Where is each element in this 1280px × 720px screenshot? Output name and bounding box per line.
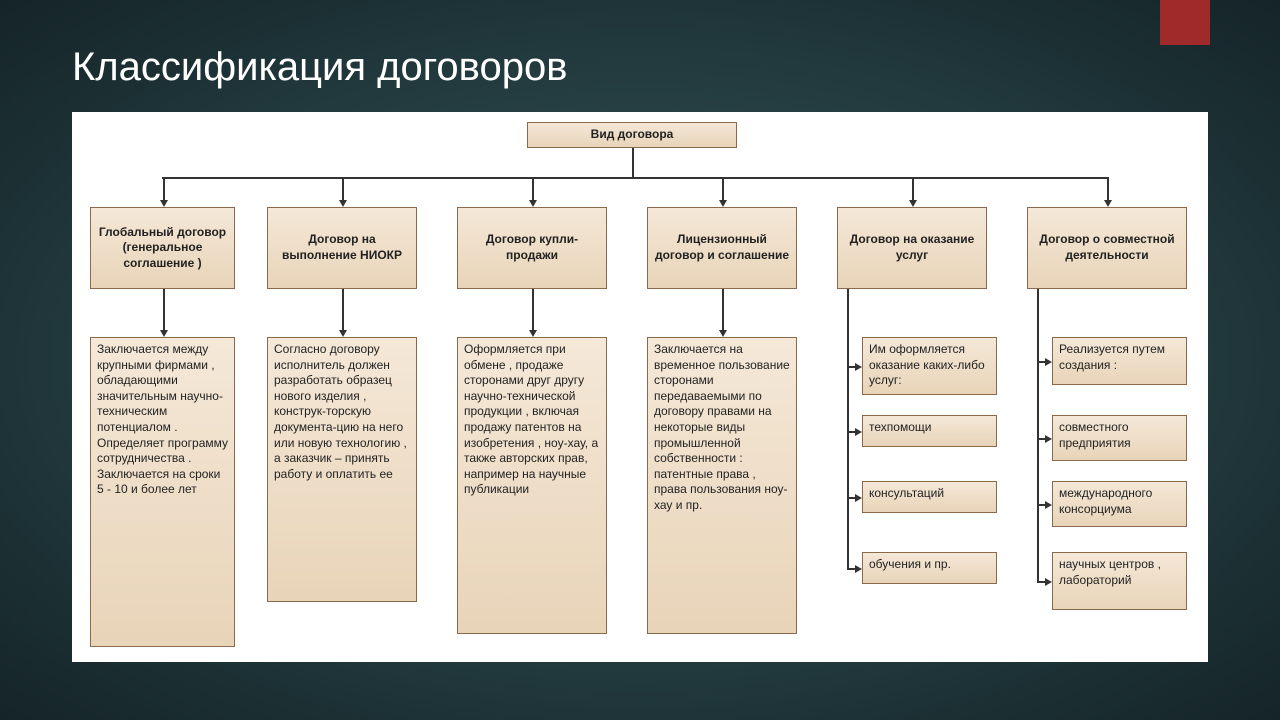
category-box: Договор на оказание услуг (837, 207, 987, 289)
sub-item-box: консультаций (862, 481, 997, 513)
category-label: Договор на выполнение НИОКР (274, 232, 410, 263)
description-box: Оформляется при обмене , продаже сторона… (457, 337, 607, 634)
category-label: Глобальный договор (генеральное соглашен… (97, 225, 228, 272)
category-box: Глобальный договор (генеральное соглашен… (90, 207, 235, 289)
category-label: Договор о совместной деятельности (1034, 232, 1180, 263)
description-box: Заключается между крупными фирмами , обл… (90, 337, 235, 647)
sub-item-box: совместного предприятия (1052, 415, 1187, 461)
category-box: Договор купли-продажи (457, 207, 607, 289)
bookmark-tag (1160, 0, 1210, 45)
slide: Классификация договоров Вид договора Гло… (0, 0, 1280, 720)
category-box: Договор на выполнение НИОКР (267, 207, 417, 289)
category-label: Договор на оказание услуг (844, 232, 980, 263)
root-label: Вид договора (591, 127, 674, 143)
sub-item-box: международного консорциума (1052, 481, 1187, 527)
sub-item-box: Им оформляется оказание каких-либо услуг… (862, 337, 997, 395)
sub-item-box: научных центров , лабораторий (1052, 552, 1187, 610)
category-label: Договор купли-продажи (464, 232, 600, 263)
description-box: Заключается на временное пользование сто… (647, 337, 797, 634)
category-box: Лицензионный договор и соглашение (647, 207, 797, 289)
sub-item-box: обучения и пр. (862, 552, 997, 584)
slide-title: Классификация договоров (72, 45, 567, 90)
category-box: Договор о совместной деятельности (1027, 207, 1187, 289)
sub-item-box: Реализуется путем создания : (1052, 337, 1187, 385)
description-box: Согласно договору исполнитель должен раз… (267, 337, 417, 602)
diagram-area: Вид договора Глобальный договор (генерал… (72, 112, 1208, 662)
sub-item-box: техпомощи (862, 415, 997, 447)
category-label: Лицензионный договор и соглашение (654, 232, 790, 263)
root-box: Вид договора (527, 122, 737, 148)
